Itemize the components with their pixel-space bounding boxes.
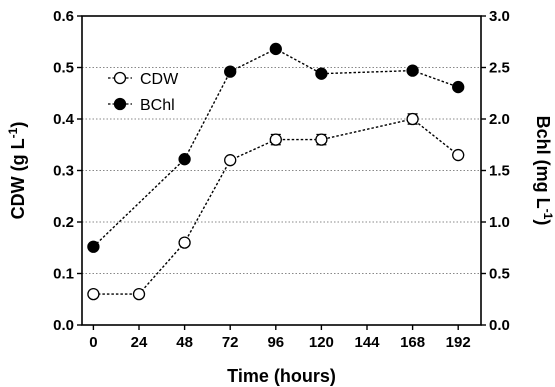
x-tick-label: 168 — [400, 334, 425, 351]
y-axis-right-title-main: Bchl (mg L — [533, 116, 553, 209]
legend-item: BChl — [108, 97, 175, 114]
y-right-tick-label: 1.5 — [489, 163, 510, 180]
x-tick-label: 48 — [176, 334, 193, 351]
legend: CDW BChl — [108, 71, 179, 114]
y-left-tick-label: 0.3 — [53, 163, 74, 180]
y-axis-right-title-superscript: -1 — [541, 209, 555, 220]
y-left-tick-label: 0.4 — [53, 111, 75, 128]
data-point — [315, 67, 328, 80]
y-left-tick-label: 0.5 — [53, 60, 74, 77]
data-point — [224, 154, 237, 167]
legend-item: CDW — [108, 71, 179, 88]
x-tick-label: 192 — [446, 334, 471, 351]
y-left-tick-label: 0.1 — [53, 266, 74, 283]
grid-layer — [82, 15, 481, 274]
y-right-tick-label: 0.5 — [489, 266, 510, 283]
series-BChl — [87, 42, 465, 253]
y-left-tick-label: 0.2 — [53, 214, 74, 231]
y-right-tick-label: 1.0 — [489, 214, 510, 231]
data-point — [406, 64, 419, 77]
y-right-tick-label: 2.0 — [489, 111, 510, 128]
data-point — [87, 240, 100, 253]
x-tick-label: 24 — [131, 334, 148, 351]
series-CDW — [87, 112, 465, 301]
x-tick-label: 144 — [354, 334, 380, 351]
y-axis-right-title: Bchl (mg L-1) — [533, 116, 555, 226]
data-point — [315, 133, 328, 146]
series-layer — [87, 42, 465, 301]
legend-label: CDW — [140, 71, 179, 88]
data-point — [269, 42, 282, 56]
legend-marker — [113, 71, 127, 85]
data-point — [178, 153, 191, 166]
y-left-tick-label: 0.6 — [53, 8, 74, 25]
x-tick-label: 72 — [222, 334, 239, 351]
axes-layer: 0.0 0.1 0.2 0.3 0.4 0.5 0.6 0.0 0.5 1.0 1.5 2.0 2.5 3… — [53, 8, 510, 351]
data-point — [224, 65, 237, 78]
data-point — [406, 112, 419, 126]
data-point — [452, 148, 465, 162]
data-point — [178, 236, 191, 249]
x-tick-label: 0 — [89, 334, 97, 351]
y-right-tick-label: 3.0 — [489, 8, 510, 25]
y-left-tick-label: 0.0 — [53, 317, 74, 334]
data-point — [132, 287, 146, 301]
legend-marker — [113, 97, 127, 111]
legend-label: BChl — [140, 97, 175, 114]
x-axis-title: Time (hours) — [227, 366, 336, 386]
y-axis-left-title-end: ) — [8, 122, 28, 128]
x-tick-label: 96 — [267, 334, 284, 351]
y-axis-left-title-superscript: -1 — [6, 127, 20, 138]
y-right-tick-label: 0.0 — [489, 317, 510, 334]
y-axis-left-title: CDW (g L-1) — [6, 122, 28, 220]
data-point — [87, 287, 100, 301]
data-point — [269, 133, 282, 146]
data-point — [452, 80, 465, 94]
y-axis-left-title-main: CDW (g L — [8, 138, 28, 219]
y-axis-right-title-end: ) — [533, 219, 553, 225]
y-right-tick-label: 2.5 — [489, 60, 510, 77]
x-tick-label: 120 — [309, 334, 334, 351]
